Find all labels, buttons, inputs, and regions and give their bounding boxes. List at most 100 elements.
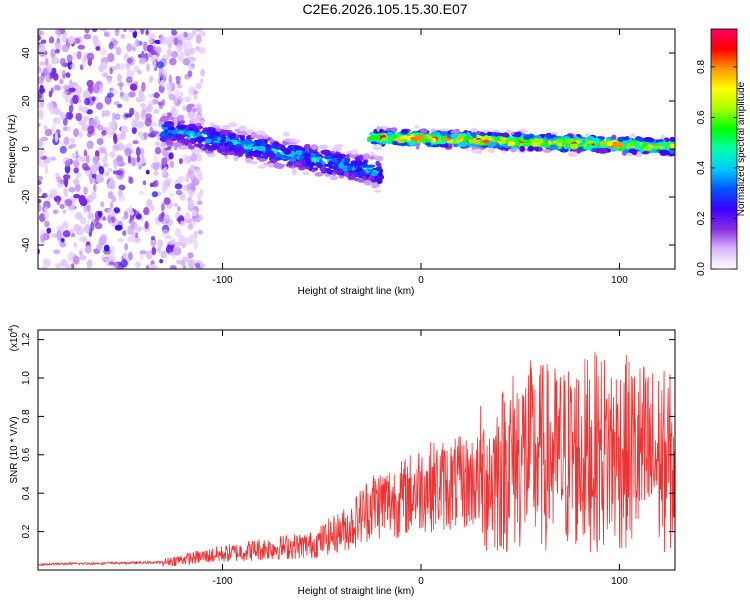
spectrogram-cell	[269, 138, 274, 143]
spectrogram-cell	[104, 32, 110, 37]
spectrogram-cell	[381, 137, 389, 142]
spectrogram-cell	[122, 230, 127, 236]
spectrogram-cell	[38, 139, 44, 148]
spectrogram-cell	[112, 262, 119, 269]
spectrogram-cell	[84, 97, 91, 106]
spectrogram-cell	[90, 222, 95, 232]
spectrogram-cell	[64, 199, 73, 207]
spectrogram-cell	[137, 121, 145, 129]
spectrogram-cell	[86, 204, 91, 213]
spectrogram-cell	[257, 145, 267, 152]
spectrogram-cell	[139, 254, 144, 261]
spectrogram-cell	[120, 33, 126, 39]
spectrogram-cell	[163, 134, 174, 139]
spectrogram-cell	[329, 175, 339, 181]
spectrogram-cell	[53, 84, 61, 91]
spectrogram-cell	[158, 213, 164, 219]
spectrogram-cell	[53, 58, 58, 64]
spectrogram-cell	[61, 222, 69, 230]
spectrogram-cell	[62, 187, 69, 195]
spectrogram-cell	[224, 142, 229, 146]
spectrogram-cell	[408, 140, 416, 146]
spectrogram-cell	[81, 58, 86, 69]
snr-y-ticks: 0.2 0.4 0.6 0.8 1.0 1.2	[21, 332, 675, 539]
spectrogram-cell	[182, 237, 191, 246]
spectrogram-cell	[386, 131, 394, 137]
spectrogram-cell	[49, 71, 53, 80]
spectrogram-cell	[115, 63, 121, 70]
spectrogram-cell	[84, 244, 92, 254]
spectrogram-cell	[220, 145, 226, 150]
spectrogram-cell	[195, 82, 202, 90]
spectrogram-cell	[183, 31, 188, 38]
spectrogram-cell	[93, 84, 98, 94]
spectrogram-cell	[109, 176, 114, 186]
spectrogram-cell	[606, 141, 613, 147]
spectrogram-cell	[174, 183, 183, 190]
spectrogram-cell	[86, 260, 92, 266]
spectrogram-cell	[197, 176, 203, 181]
spectrogram-cell	[53, 117, 61, 125]
spectrogram-cell	[187, 168, 195, 179]
spectrogram-cell	[332, 146, 342, 152]
spectrogram-cell	[59, 78, 64, 85]
spectrogram-cell	[439, 128, 449, 132]
spectrogram-y-tick-label: 20	[21, 95, 32, 107]
spectrogram-x-tick-label: 100	[611, 275, 628, 286]
spectrogram-cell	[483, 135, 492, 141]
spectrogram-cell	[267, 163, 275, 167]
spectrogram-cell	[69, 63, 76, 70]
spectrogram-cell	[109, 201, 114, 210]
spectrogram-cell	[100, 233, 108, 244]
spectrogram-cell	[151, 247, 157, 256]
spectrogram-cell	[344, 171, 349, 178]
spectrogram-cell	[376, 139, 381, 143]
spectrogram-cell	[89, 178, 94, 185]
spectrogram-cell	[62, 174, 71, 180]
spectrogram-cell	[471, 131, 477, 138]
spectrogram-cell	[110, 246, 115, 254]
spectrogram-cell	[145, 169, 150, 175]
spectrogram-cell	[65, 111, 74, 120]
spectrogram-cell	[72, 94, 79, 105]
spectrogram-cell	[161, 229, 170, 238]
spectrogram-cell	[54, 172, 60, 178]
spectrogram-cell	[122, 252, 128, 259]
spectrogram-cell	[425, 142, 432, 146]
spectrogram-cell	[168, 93, 176, 101]
spectrogram-cell	[194, 262, 201, 269]
spectrogram-cell	[128, 29, 136, 33]
spectrogram-cell	[54, 132, 59, 143]
spectrogram-cell	[145, 29, 149, 36]
spectrogram-cell	[38, 175, 44, 181]
spectrogram-cell	[183, 96, 192, 103]
spectrogram-cell	[192, 118, 199, 124]
spectrogram-y-tick-label: 0	[21, 146, 32, 152]
spectrogram-cell	[166, 82, 174, 92]
spectrogram-cell	[70, 232, 76, 238]
spectrogram-cell	[175, 75, 181, 82]
spectrogram-cell	[585, 133, 590, 137]
spectrogram-cell	[128, 176, 134, 185]
spectrogram-cell	[111, 88, 119, 95]
spectrogram-cell	[84, 29, 90, 34]
spectrogram-cell	[193, 239, 198, 250]
spectrogram-cell	[171, 105, 176, 115]
spectrogram-cell	[195, 45, 200, 52]
spectrogram-cell	[450, 133, 459, 140]
spectrogram-cell	[70, 143, 77, 148]
spectrogram-cell	[176, 83, 183, 89]
spectrogram-cell	[122, 29, 127, 33]
spectrogram-cell	[244, 158, 253, 162]
spectrogram-cell	[87, 125, 95, 135]
spectrogram-cell	[414, 134, 424, 141]
spectrogram-cell	[175, 189, 183, 196]
spectrogram-cell	[41, 265, 47, 269]
spectrogram-cell	[376, 178, 383, 185]
spectrogram-cell	[109, 183, 115, 190]
spectrogram-cell	[457, 135, 462, 142]
spectrogram-cell	[88, 118, 97, 128]
spectrogram-cell	[367, 136, 378, 140]
snr-panel: -100 0 100 0.2 0.4 0.6 0.8 1.0 1.2 Height of st…	[8, 325, 676, 597]
spectrogram-cell	[160, 115, 169, 122]
